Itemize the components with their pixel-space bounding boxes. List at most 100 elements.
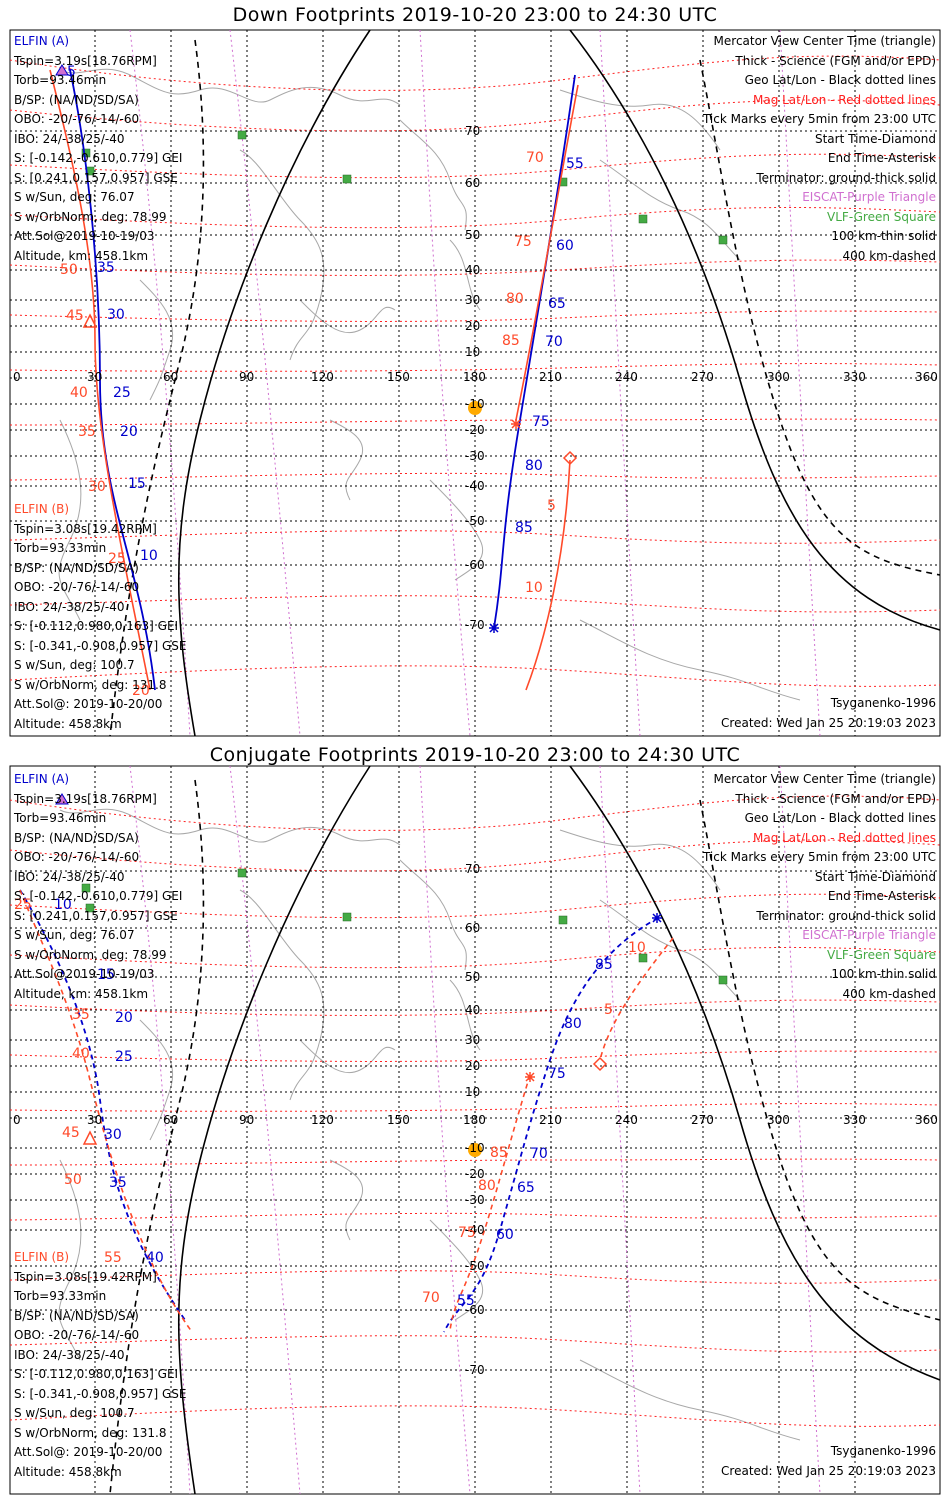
- info-line: S w/OrbNorm, deg: 78.99: [14, 209, 167, 224]
- lat-label: 20: [465, 1059, 481, 1073]
- tick-a: 20: [115, 1010, 133, 1026]
- legend-line: Start Time-Diamond: [814, 869, 936, 884]
- tick-c: 85: [595, 957, 613, 973]
- tick-b: 40: [72, 1046, 90, 1062]
- lon-label: 300: [767, 370, 790, 384]
- tick-d: 80: [506, 291, 524, 307]
- footer-right: Tsyganenko-1996 Created: Wed Jan 25 20:1…: [721, 1442, 936, 1481]
- tick-c: 60: [556, 238, 574, 254]
- created-timestamp: Created: Wed Jan 25 20:19:03 2023: [721, 715, 936, 730]
- created-timestamp: Created: Wed Jan 25 20:19:03 2023: [721, 1463, 936, 1478]
- center-triangle: [55, 64, 69, 76]
- info-line: Tspin=3.08s[19.42RPM]: [14, 1269, 157, 1284]
- tick-a: 30: [107, 307, 125, 323]
- info-line: S: [0.241,0.157,0.957] GSE: [14, 170, 178, 185]
- center-triangle-red: [82, 1130, 98, 1145]
- lon-label: 150: [387, 370, 410, 384]
- info-line: Att.Sol@: 2019-10-20/00: [14, 697, 163, 711]
- info-line: S: [-0.142,-0.610,0.779] GEI: [14, 151, 183, 165]
- legend-line: Mercator View Center Time (triangle): [713, 34, 936, 48]
- tick-c: 75: [548, 1066, 566, 1082]
- vlf-stations: [81, 868, 728, 985]
- elfin-a-track: [19, 889, 659, 1333]
- tick-c: 75: [532, 414, 550, 430]
- lon-label: 360: [915, 370, 938, 384]
- lon-label: 60: [163, 370, 179, 384]
- elfin-a-label: ELFIN (A): [14, 772, 70, 786]
- lon-label: 240: [615, 370, 638, 384]
- lat-label: -10: [465, 1141, 485, 1155]
- tick-b: 25: [108, 551, 126, 567]
- down-footprints-panel: Down Footprints 2019-10-20 23:00 to 24:3…: [0, 0, 950, 740]
- info-line: S w/Sun, deg: 100.7: [14, 1406, 135, 1420]
- eiscat-meridians: [129, 765, 821, 1495]
- track-markers: [55, 64, 578, 633]
- legend-line: 400 km-dashed: [842, 986, 936, 1001]
- map-legend: Mercator View Center Time (triangle) Thi…: [703, 770, 936, 1004]
- tick-c: 70: [545, 334, 563, 350]
- end-asterisk-blue: [489, 623, 499, 633]
- info-line: OBO: -20/-76/-14/-60: [14, 112, 140, 126]
- info-line: S w/OrbNorm, deg: 78.99: [14, 947, 167, 962]
- legend-line: EISCAT-Purple Triangle: [802, 190, 936, 204]
- legend-line: VLF-Green Square: [827, 209, 936, 224]
- info-line: S w/Sun, deg: 100.7: [14, 658, 135, 672]
- info-line: B/SP: (NA/ND/SD/SA): [14, 1308, 139, 1323]
- tick-d: 80: [478, 1178, 496, 1194]
- footer-right: Tsyganenko-1996 Created: Wed Jan 25 20:1…: [721, 694, 936, 733]
- model-name: Tsyganenko-1996: [830, 696, 936, 710]
- lat-label: 60: [465, 921, 481, 935]
- tick-a: 10: [140, 548, 158, 564]
- map-canvas: [9, 29, 941, 737]
- center-triangle: [55, 793, 69, 805]
- lat-label: -70: [465, 618, 485, 632]
- mag-grid: [9, 55, 941, 687]
- tick-c: 55: [457, 1293, 475, 1309]
- lon-label: 210: [539, 370, 562, 384]
- info-line: S: [-0.112,0.980,0.163] GEI: [14, 619, 179, 633]
- track-tick-labels: 35 30 25 20 15 10 5 50 45 40 35 30 25 20…: [0, 0, 950, 740]
- tick-b: 45: [66, 308, 84, 324]
- tick-b: 50: [64, 1172, 82, 1188]
- lat-label: -20: [465, 423, 485, 437]
- lon-label: 300: [767, 1113, 790, 1127]
- info-line: Tspin=3.19s[18.76RPM]: [14, 53, 157, 68]
- tick-d: 5: [604, 1002, 613, 1018]
- info-line: OBO: -20/-76/-14/-60: [14, 1328, 140, 1342]
- eiscat-meridians: [129, 29, 821, 737]
- track-tick-labels: 25 10 15 20 25 30 35 40 35 40 45 50 55 8…: [0, 740, 950, 1500]
- lon-label: 150: [387, 1113, 410, 1127]
- tick-d: 70: [422, 1290, 440, 1306]
- lat-label: 40: [465, 1003, 481, 1017]
- tick-c: 60: [496, 1227, 514, 1243]
- tick-a: 35: [109, 1175, 127, 1191]
- tick-a: 20: [120, 424, 138, 440]
- coastline-layer: [58, 68, 801, 701]
- info-line: S: [-0.112,0.980,0.163] GEI: [14, 1367, 179, 1381]
- lon-label: 330: [843, 1113, 866, 1127]
- tick-b: 20: [132, 683, 150, 699]
- info-line: Torb=93.46min: [14, 811, 107, 825]
- legend-line: 100 km-thin solid: [831, 229, 936, 243]
- tick-c: 65: [517, 1180, 535, 1196]
- lat-label: -40: [465, 479, 485, 493]
- tick-a: 10: [54, 897, 72, 913]
- elfin-a-info: ELFIN (A) Tspin=3.19s[18.76RPM] Torb=93.…: [14, 32, 182, 266]
- panel-title: Down Footprints 2019-10-20 23:00 to 24:3…: [232, 4, 718, 26]
- geo-grid: [10, 30, 940, 736]
- info-line: S: [0.241,0.157,0.957] GSE: [14, 908, 178, 923]
- legend-line: Mag Lat/Lon - Red dotted lines: [752, 92, 936, 107]
- lat-label: 70: [465, 124, 481, 138]
- terminator: [109, 765, 941, 1495]
- legend-line: 100 km-thin solid: [831, 967, 936, 981]
- vlf-stations: [81, 130, 728, 245]
- lon-label: 270: [691, 370, 714, 384]
- sun-marker: [468, 401, 482, 415]
- lon-label: 330: [843, 370, 866, 384]
- center-triangle-red: [82, 313, 98, 328]
- conjugate-footprints-panel: Conjugate Footprints 2019-10-20 23:00 to…: [0, 740, 950, 1495]
- tick-d: 5: [547, 498, 556, 514]
- elfin-b-track: [19, 889, 674, 1333]
- lat-label: -60: [465, 558, 485, 572]
- tick-a: 30: [104, 1127, 122, 1143]
